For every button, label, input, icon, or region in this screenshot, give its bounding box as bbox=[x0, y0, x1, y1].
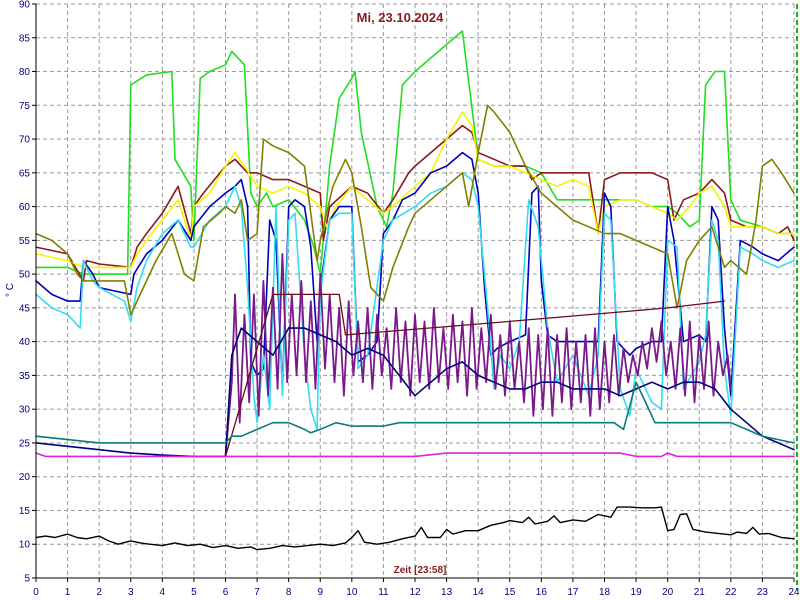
x-tick-label: 18 bbox=[599, 587, 611, 598]
series-layer bbox=[35, 30, 795, 551]
tick-labels: 0 1 2 3 4 5 6 7 8 9 10 11 12 13 14 15 16 17 18 19 20 21 22 23 24… bbox=[19, 0, 800, 598]
x-tick-label: 3 bbox=[128, 587, 134, 598]
series-line-4 bbox=[35, 151, 795, 397]
x-tick-label: 7 bbox=[254, 587, 260, 598]
y-tick-label: 55 bbox=[19, 236, 31, 247]
series-line-5 bbox=[35, 172, 795, 431]
y-tick-label: 60 bbox=[19, 202, 31, 213]
series-line-8 bbox=[35, 327, 795, 458]
y-axis-label: ° C bbox=[5, 283, 16, 297]
y-tick-label: 40 bbox=[19, 337, 31, 348]
series-line-9 bbox=[224, 293, 726, 458]
series-line-2 bbox=[35, 124, 795, 282]
x-tick-label: 10 bbox=[346, 587, 358, 598]
x-tick-label: 6 bbox=[223, 587, 229, 598]
x-tick-label: 8 bbox=[286, 587, 292, 598]
x-tick-label: 17 bbox=[567, 587, 579, 598]
series-line-10 bbox=[35, 381, 795, 444]
x-tick-label: 0 bbox=[33, 587, 39, 598]
x-tick-label: 9 bbox=[317, 587, 323, 598]
y-tick-label: 20 bbox=[19, 472, 31, 483]
series-line-1 bbox=[35, 30, 795, 275]
x-tick-label: 16 bbox=[536, 587, 548, 598]
x-tick-label: 12 bbox=[409, 587, 421, 598]
y-tick-label: 90 bbox=[19, 0, 31, 11]
series-line-11 bbox=[35, 452, 795, 458]
y-tick-label: 45 bbox=[19, 303, 31, 314]
x-tick-label: 1 bbox=[65, 587, 71, 598]
y-tick-label: 10 bbox=[19, 540, 31, 551]
y-tick-label: 15 bbox=[19, 506, 31, 517]
x-tick-label: 5 bbox=[191, 587, 197, 598]
y-tick-label: 25 bbox=[19, 438, 31, 449]
x-tick-label: 14 bbox=[473, 587, 485, 598]
x-tick-label: 22 bbox=[725, 587, 737, 598]
series-line-6 bbox=[35, 104, 795, 316]
y-tick-label: 65 bbox=[19, 168, 31, 179]
x-tick-label: 15 bbox=[504, 587, 516, 598]
y-tick-label: 35 bbox=[19, 371, 31, 382]
x-tick-label: 11 bbox=[378, 587, 389, 598]
x-tick-label: 2 bbox=[96, 587, 102, 598]
x-tick-label: 23 bbox=[757, 587, 769, 598]
y-tick-label: 75 bbox=[19, 101, 31, 112]
x-tick-label: 19 bbox=[631, 587, 643, 598]
y-tick-label: 80 bbox=[19, 67, 31, 78]
x-tick-label: 4 bbox=[160, 587, 166, 598]
y-tick-label: 85 bbox=[19, 33, 31, 44]
plot-axes bbox=[32, 3, 798, 590]
x-tick-label: 21 bbox=[694, 587, 706, 598]
y-tick-label: 30 bbox=[19, 405, 31, 416]
y-tick-label: 5 bbox=[24, 574, 30, 585]
x-tick-label: 24 bbox=[788, 587, 800, 598]
series-line-7 bbox=[224, 253, 732, 458]
series-line-12 bbox=[35, 506, 795, 551]
y-tick-label: 70 bbox=[19, 135, 31, 146]
x-axis-label: Zeit [23:58] bbox=[394, 565, 447, 576]
x-tick-label: 20 bbox=[662, 587, 674, 598]
x-tick-label: 13 bbox=[441, 587, 453, 598]
y-tick-label: 50 bbox=[19, 270, 31, 281]
chart-title: Mi, 23.10.2024 bbox=[357, 10, 444, 25]
